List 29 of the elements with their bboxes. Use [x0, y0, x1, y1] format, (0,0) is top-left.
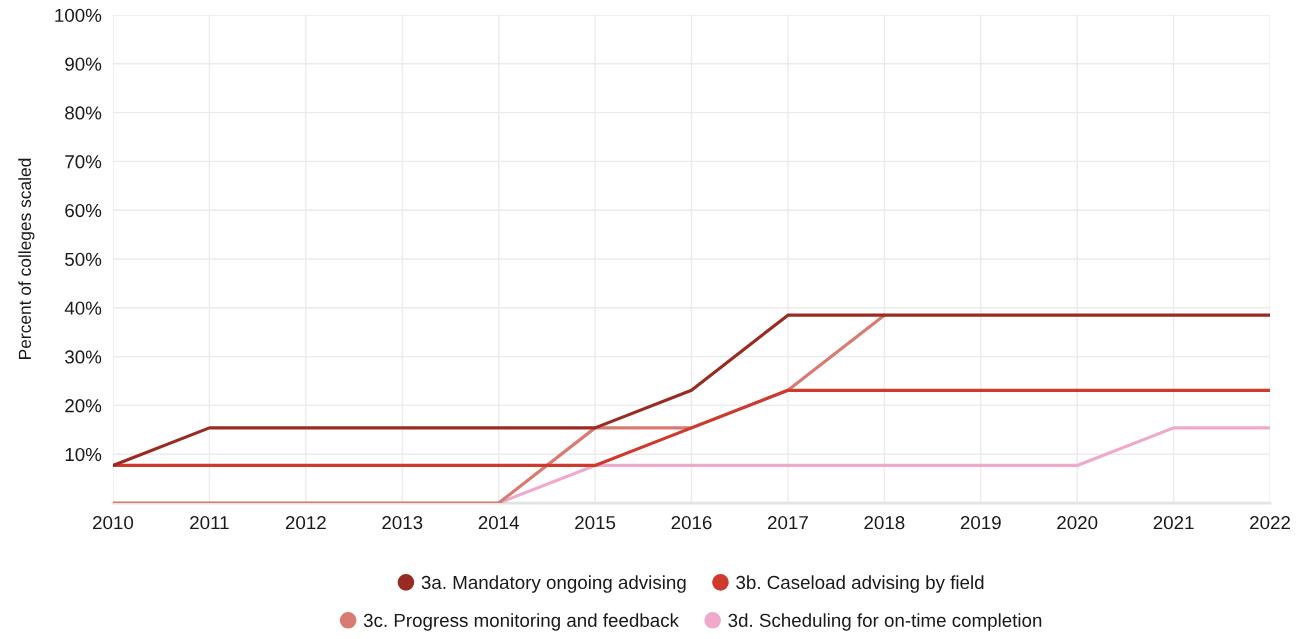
y-axis-title: Percent of colleges scaled — [18, 158, 35, 359]
x-tick-label: 2015 — [575, 516, 616, 530]
x-tick-label: 2010 — [93, 516, 134, 530]
x-tick-label: 2017 — [768, 516, 808, 530]
x-tick-label: 2019 — [960, 516, 1001, 530]
y-tick-label: 80% — [65, 106, 102, 120]
legend-label: 3c. Progress monitoring and feedback — [363, 613, 679, 631]
y-tick-label: 70% — [65, 155, 102, 169]
x-tick-label: 2013 — [382, 516, 423, 530]
y-tick-label: 40% — [64, 301, 102, 315]
y-tick-label: 100% — [55, 8, 102, 22]
x-tick-label: 2020 — [1057, 516, 1098, 530]
y-tick-label: 10% — [65, 447, 102, 462]
x-tick-label: 2012 — [285, 516, 326, 530]
x-tick-label: 2022 — [1250, 516, 1290, 530]
line-series — [112, 313, 1271, 468]
legend-label: 3a. Mandatory ongoing advising — [421, 575, 686, 593]
y-tick-label: 90% — [65, 57, 102, 71]
x-tick-label: 2011 — [190, 516, 229, 530]
y-tick-label: 50% — [65, 252, 102, 266]
legend-label: 3d. Scheduling for on-time completion — [728, 613, 1042, 631]
x-tick-label: 2016 — [671, 516, 712, 530]
y-tick-label: 20% — [65, 399, 102, 413]
x-tick-label: 2021 — [1153, 516, 1194, 530]
legend-label: 3b. Caseload advising by field — [736, 575, 984, 593]
x-tick-label: 2014 — [478, 516, 519, 530]
x-tick-label: 2018 — [864, 516, 905, 530]
y-tick-label: 30% — [65, 350, 102, 364]
y-tick-label: 60% — [65, 203, 102, 218]
